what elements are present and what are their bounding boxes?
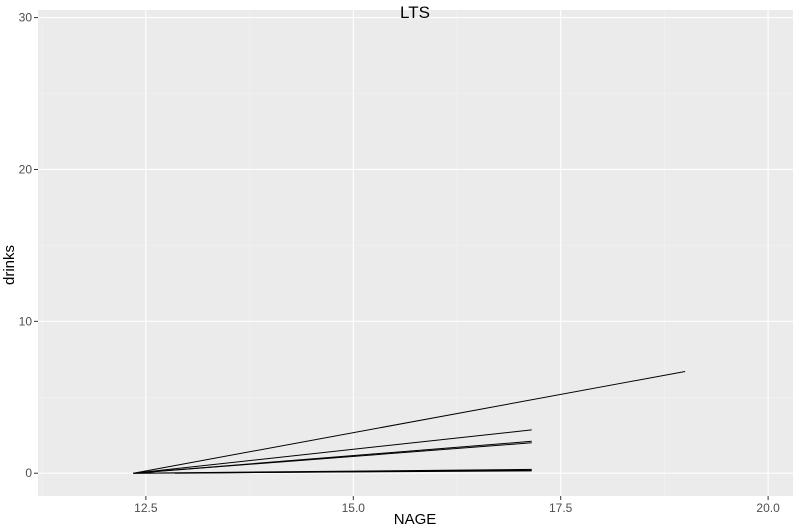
y-tick-label: 0 bbox=[25, 466, 32, 480]
y-axis-ticks: 0 10 20 30 bbox=[19, 11, 38, 480]
y-axis-title: drinks bbox=[1, 245, 18, 285]
y-tick-label: 20 bbox=[19, 162, 33, 176]
series-line-4 bbox=[133, 442, 532, 474]
series-line-2 bbox=[133, 429, 532, 474]
x-axis-ticks: 12.5 15.0 17.5 20.0 bbox=[134, 496, 780, 515]
x-tick-label: 17.5 bbox=[549, 501, 573, 515]
y-tick-label: 30 bbox=[19, 11, 33, 25]
chart-title: LTS bbox=[400, 3, 430, 22]
x-axis-title: NAGE bbox=[394, 511, 437, 528]
minor-gridlines bbox=[38, 10, 793, 496]
y-tick-label: 10 bbox=[19, 314, 33, 328]
x-tick-label: 15.0 bbox=[342, 501, 366, 515]
series-line-7 bbox=[174, 469, 532, 474]
series-line-1 bbox=[133, 371, 686, 474]
data-series bbox=[133, 371, 686, 474]
x-tick-label: 12.5 bbox=[134, 501, 158, 515]
plot-panel bbox=[38, 10, 793, 496]
x-tick-label: 20.0 bbox=[756, 501, 780, 515]
